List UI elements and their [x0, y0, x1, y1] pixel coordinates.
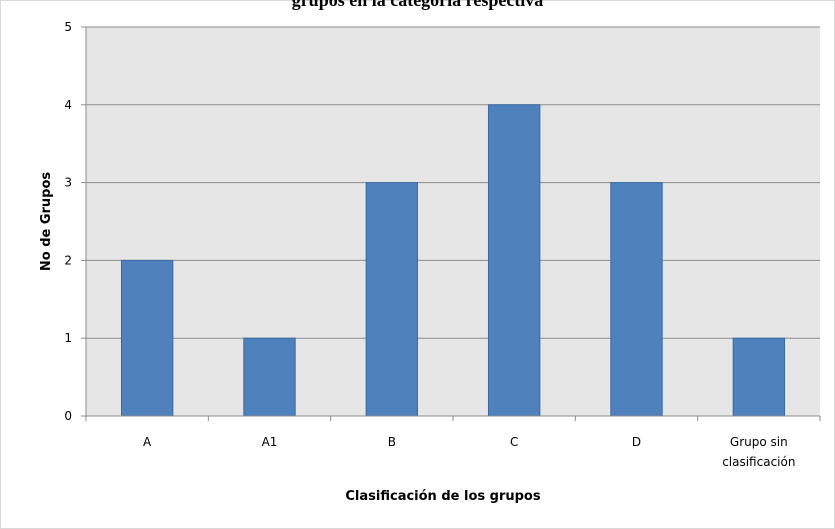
y-tick-labels: 0 1 2 3 4 5: [64, 20, 72, 423]
y-tick-label: 0: [64, 409, 72, 423]
x-tick-label: A1: [262, 435, 278, 449]
y-tick-label: 5: [64, 20, 72, 34]
plot-area: [86, 27, 820, 416]
x-tick-label: A: [143, 435, 152, 449]
x-tick-label: B: [388, 435, 396, 449]
bar-b: [365, 182, 419, 417]
x-tick-label: C: [510, 435, 518, 449]
axes: [85, 27, 821, 421]
gridlines: [81, 26, 820, 417]
bar-a1: [243, 337, 296, 417]
bar-a: [120, 259, 174, 417]
y-axis-title: No de Grupos: [39, 172, 54, 272]
chart-title: grupos en la categoría respectiva: [291, 0, 544, 10]
y-tick-label: 3: [64, 176, 72, 190]
bar-grupo-sin-clasificación: [732, 337, 786, 417]
y-tick-label: 2: [64, 253, 72, 267]
bars: [120, 104, 786, 417]
bar-c: [487, 104, 541, 417]
x-axis-title: Clasificación de los grupos: [345, 489, 540, 504]
x-tick-label: Grupo sin clasificación: [722, 435, 795, 469]
x-tick-labels: A A1 B C D Grupo sin clasificación: [143, 435, 795, 469]
y-tick-label: 1: [64, 331, 72, 345]
x-tick-label: D: [632, 435, 641, 449]
bar-d: [610, 182, 663, 417]
y-tick-label: 4: [64, 98, 72, 112]
